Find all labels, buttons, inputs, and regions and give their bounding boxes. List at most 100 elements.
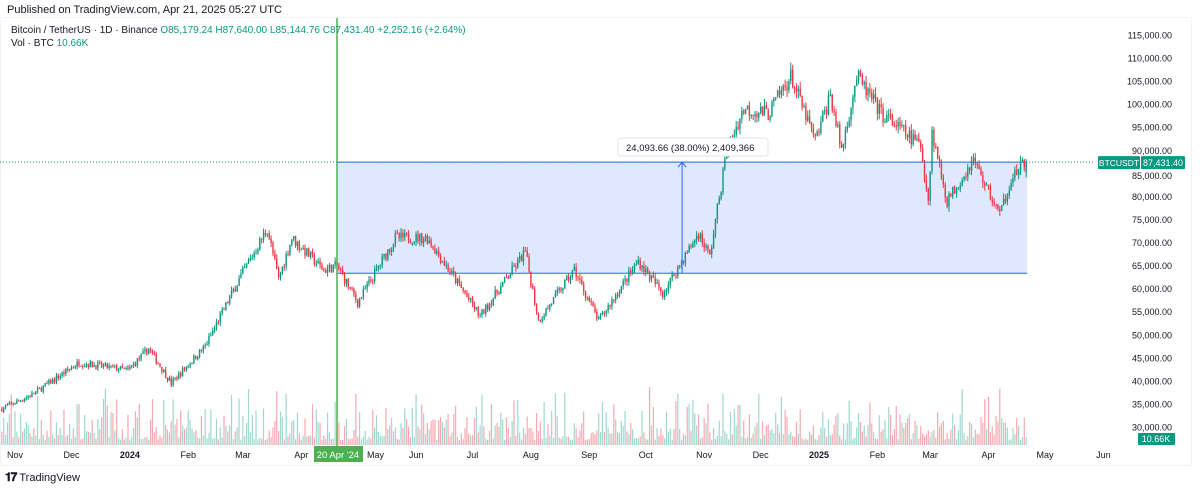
candle-body — [453, 270, 455, 275]
volume-bar — [157, 439, 159, 445]
candle-body — [121, 366, 124, 369]
candle — [488, 302, 491, 312]
volume-label[interactable]: Vol · BTC — [11, 38, 54, 49]
candle-body — [669, 277, 671, 285]
time-tick-label: May — [1036, 450, 1054, 460]
candle-body — [402, 232, 404, 238]
volume-bar — [684, 435, 686, 445]
candle — [791, 64, 794, 89]
candle-body — [507, 277, 510, 279]
candle — [648, 270, 651, 283]
volume-bar — [215, 418, 218, 445]
candle — [972, 153, 975, 166]
candle-body — [991, 199, 993, 202]
footer-brand[interactable]: TradingView — [19, 471, 80, 484]
candle — [643, 261, 645, 276]
candle-body — [921, 147, 924, 162]
candle — [575, 263, 577, 282]
volume-bar — [304, 418, 306, 445]
volume-bar — [20, 413, 22, 445]
candle — [539, 319, 542, 322]
candle-body — [654, 277, 656, 284]
candle-body — [379, 265, 382, 267]
volume-bar — [537, 431, 540, 445]
volume-bar — [4, 435, 7, 445]
candle — [483, 308, 485, 315]
candle — [888, 108, 890, 122]
candle-body — [656, 282, 658, 284]
candle-body — [989, 185, 992, 200]
volume-bar — [741, 436, 743, 445]
volume-bar — [424, 433, 427, 445]
volume-bar — [711, 439, 713, 445]
volume-bar — [125, 437, 127, 445]
candle — [411, 242, 414, 246]
candle-body — [590, 301, 592, 303]
candle-body — [31, 392, 33, 398]
volume-bar — [293, 420, 295, 445]
candle-body — [140, 353, 142, 360]
candle-body — [818, 131, 820, 133]
volume-bar — [445, 419, 447, 445]
candle-body — [202, 346, 204, 351]
volume-bar — [268, 430, 270, 445]
time-tick-label: Jun — [1096, 450, 1111, 460]
volume-bar — [38, 438, 41, 445]
candle — [823, 106, 826, 115]
volume-bar — [279, 411, 282, 445]
candle — [407, 230, 410, 244]
candle — [584, 290, 587, 302]
candle-body — [221, 308, 223, 314]
candle-body — [1017, 169, 1020, 175]
volume-bar — [758, 393, 760, 445]
volume-bar — [999, 388, 1001, 445]
candle — [355, 290, 357, 304]
candle-body — [624, 278, 626, 281]
candle-body — [405, 232, 408, 234]
volume-bar — [662, 435, 664, 445]
candle — [12, 402, 14, 407]
candle-body — [901, 124, 903, 126]
candle-body — [53, 379, 56, 382]
volume-bar — [481, 394, 483, 445]
candle-body — [36, 388, 39, 392]
volume-bar — [963, 432, 965, 445]
candle — [848, 116, 850, 129]
candle — [134, 361, 137, 367]
volume-bar — [835, 415, 837, 445]
candle — [35, 390, 37, 396]
candle — [703, 238, 705, 253]
candle-body — [530, 271, 532, 287]
candle-body — [319, 260, 321, 265]
volume-bar — [846, 423, 848, 445]
candle-body — [215, 322, 218, 328]
price-tick-label: 105,000.00 — [1127, 77, 1172, 87]
candle — [682, 260, 685, 265]
candle-body — [355, 294, 357, 300]
candle — [315, 260, 317, 268]
candle-body — [326, 268, 329, 273]
ohlc-close: C87,431.40 — [322, 25, 375, 36]
candle-body — [195, 355, 197, 360]
candle — [586, 296, 589, 301]
candle — [353, 287, 355, 298]
price-tick-label: 95,000.00 — [1132, 123, 1172, 133]
candle-body — [556, 289, 559, 294]
candle — [394, 230, 397, 248]
volume-bar — [720, 435, 722, 445]
candle — [714, 218, 717, 239]
volume-bar — [398, 439, 400, 445]
candle — [891, 113, 894, 127]
symbol-title[interactable]: Bitcoin / TetherUS · 1D · Binance — [11, 25, 158, 36]
volume-bar — [705, 423, 707, 445]
candle — [302, 244, 304, 250]
volume-bar — [494, 425, 496, 445]
candle — [16, 398, 18, 404]
candle — [957, 186, 960, 190]
volume-bar — [901, 422, 903, 445]
volume-bar — [159, 435, 161, 445]
candle-body — [123, 368, 125, 370]
candle — [500, 282, 502, 295]
candle — [582, 281, 585, 296]
